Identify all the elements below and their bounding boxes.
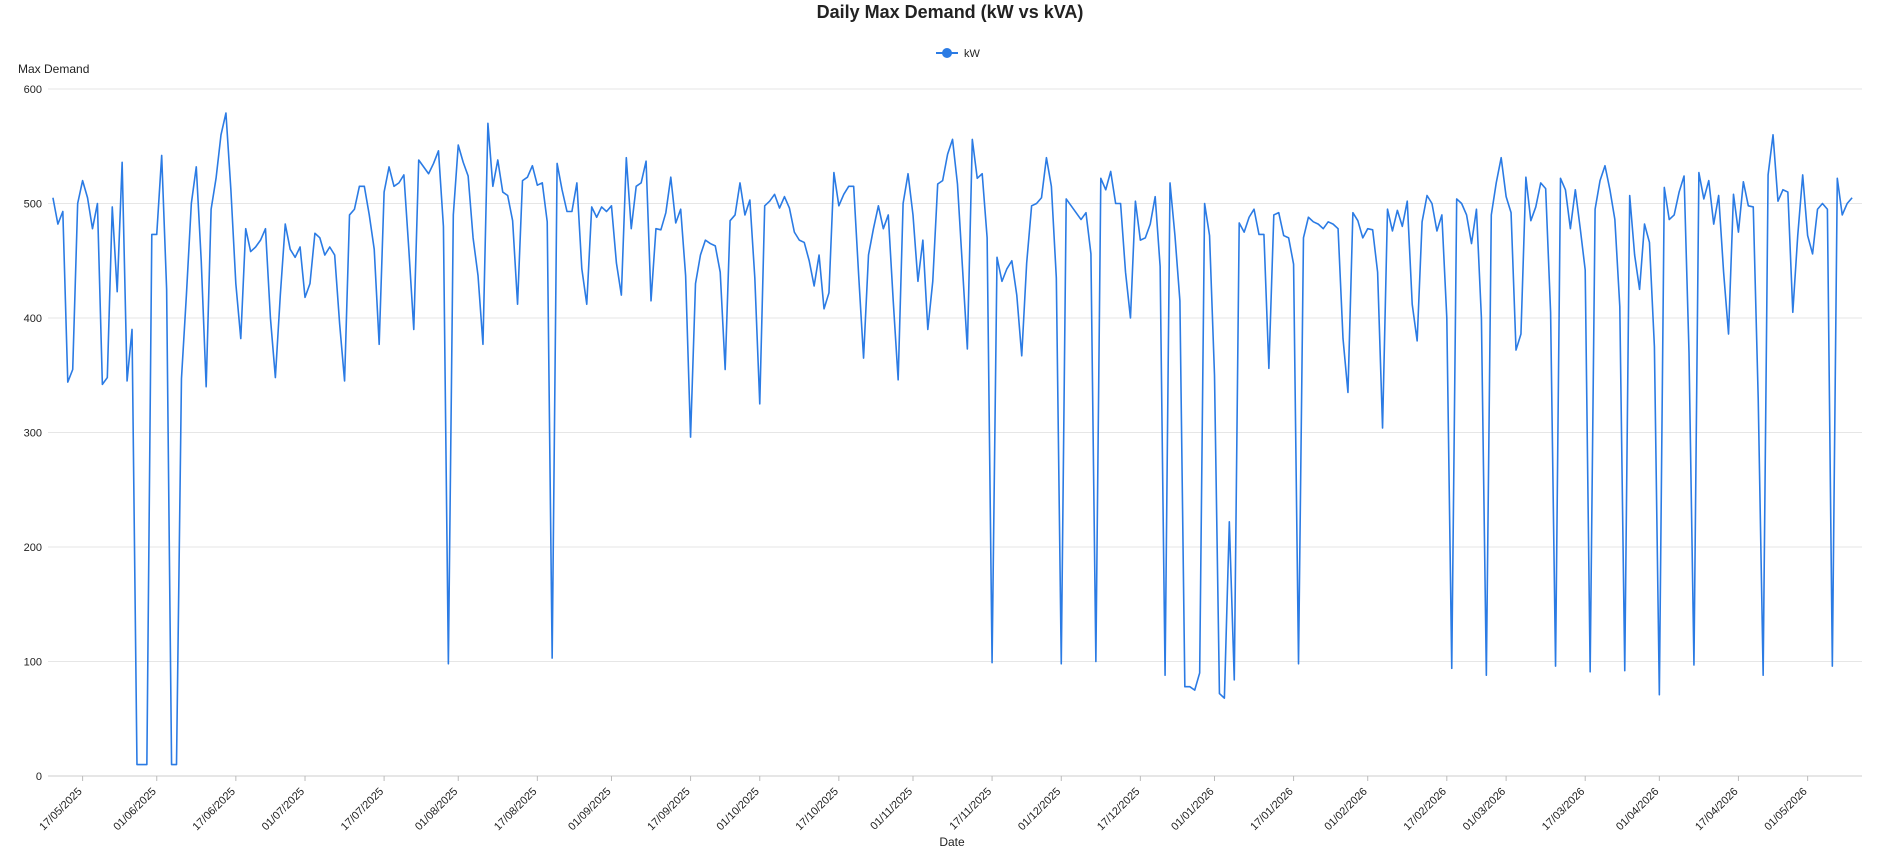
gridlines <box>48 88 1862 777</box>
y-tick-label-6: 600 <box>24 84 42 96</box>
x-tick-label-4: 17/07/2025 <box>339 786 386 833</box>
legend[interactable]: kW <box>936 48 981 60</box>
x-tick-label-10: 17/10/2025 <box>794 786 841 833</box>
x-axis-label: Date <box>939 835 965 849</box>
x-tick-label-14: 17/12/2025 <box>1095 786 1142 833</box>
x-tick-label-15: 01/01/2026 <box>1169 786 1216 833</box>
x-tick-label-7: 01/09/2025 <box>566 786 613 833</box>
legend-swatch-marker <box>942 48 952 58</box>
x-tick-label-5: 01/08/2025 <box>413 786 460 833</box>
x-tick-label-17: 01/02/2026 <box>1322 786 1369 833</box>
y-tick-label-5: 500 <box>24 199 42 211</box>
y-tick-label-4: 400 <box>24 313 42 325</box>
x-tick-label-3: 01/07/2025 <box>260 786 307 833</box>
x-tick-label-12: 17/11/2025 <box>947 786 994 833</box>
x-tick-label-6: 17/08/2025 <box>492 786 539 833</box>
chart-title: Daily Max Demand (kW vs kVA) <box>817 2 1084 22</box>
y-axis-ticks: 0 100 200 300 400 500 600 <box>24 84 42 783</box>
legend-label-kw: kW <box>964 48 981 60</box>
x-tick-label-20: 17/03/2026 <box>1540 786 1587 833</box>
y-tick-label-1: 100 <box>24 657 42 669</box>
y-axis-label: Max Demand <box>18 62 89 76</box>
x-tick-label-18: 17/02/2026 <box>1402 786 1449 833</box>
x-tick-label-0: 17/05/2025 <box>37 786 84 833</box>
x-tick-label-11: 01/11/2025 <box>868 786 915 833</box>
x-tick-label-8: 17/09/2025 <box>645 786 692 833</box>
x-tick-label-16: 17/01/2026 <box>1248 786 1295 833</box>
x-tick-label-22: 17/04/2026 <box>1693 786 1740 833</box>
x-tick-label-23: 01/05/2026 <box>1762 786 1809 833</box>
x-tick-label-9: 01/10/2025 <box>714 786 761 833</box>
x-tick-label-13: 01/12/2025 <box>1016 786 1063 833</box>
x-tick-label-19: 01/03/2026 <box>1461 786 1508 833</box>
y-tick-label-0: 0 <box>36 771 42 783</box>
y-tick-label-3: 300 <box>24 428 42 440</box>
x-axis-ticks: 17/05/2025 01/06/2025 17/06/2025 01/07/2025… <box>37 776 1810 833</box>
x-tick-label-1: 01/06/2025 <box>111 786 158 833</box>
y-tick-label-2: 200 <box>24 542 42 554</box>
x-tick-label-2: 17/06/2025 <box>191 786 238 833</box>
x-tick-label-21: 01/04/2026 <box>1614 786 1661 833</box>
series-line-kw[interactable] <box>52 112 1853 766</box>
